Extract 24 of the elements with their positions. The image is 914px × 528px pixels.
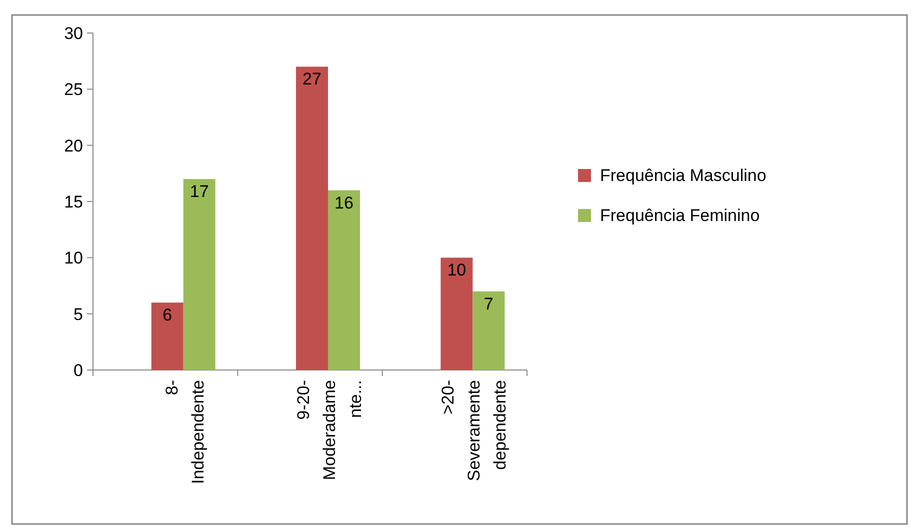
- bar: [328, 190, 360, 370]
- data-label: 6: [162, 306, 172, 325]
- y-tick-label: 5: [74, 304, 83, 324]
- bar: [472, 291, 505, 370]
- y-tick-label: 30: [64, 24, 83, 43]
- y-tick-label: 20: [64, 136, 83, 156]
- x-tick-label: >20- Severamente dependente: [438, 380, 510, 482]
- data-label: 17: [190, 182, 209, 202]
- y-tick-label: 10: [64, 248, 83, 268]
- bar: [440, 258, 473, 370]
- bar: [183, 179, 216, 370]
- data-label: 27: [302, 70, 322, 89]
- data-label: 16: [334, 193, 354, 212]
- legend-label: Frequência Feminino: [600, 206, 760, 225]
- x-tick-label: 9-20- Moderadame nte...: [294, 380, 365, 480]
- bar: [151, 302, 184, 370]
- bar: [296, 66, 328, 370]
- y-tick-label: 0: [74, 360, 83, 380]
- data-label: 7: [484, 294, 494, 314]
- y-tick-label: 15: [64, 192, 83, 212]
- x-tick-label: 8- Independente: [162, 380, 208, 484]
- data-label: 10: [447, 260, 466, 280]
- legend-label: Frequência Masculino: [600, 166, 766, 185]
- y-tick-label: 25: [64, 80, 83, 100]
